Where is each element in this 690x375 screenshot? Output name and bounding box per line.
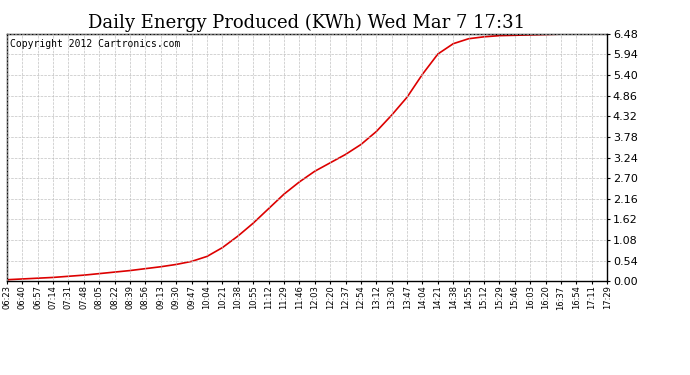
- Title: Daily Energy Produced (KWh) Wed Mar 7 17:31: Daily Energy Produced (KWh) Wed Mar 7 17…: [88, 14, 526, 32]
- Text: Copyright 2012 Cartronics.com: Copyright 2012 Cartronics.com: [10, 39, 180, 49]
